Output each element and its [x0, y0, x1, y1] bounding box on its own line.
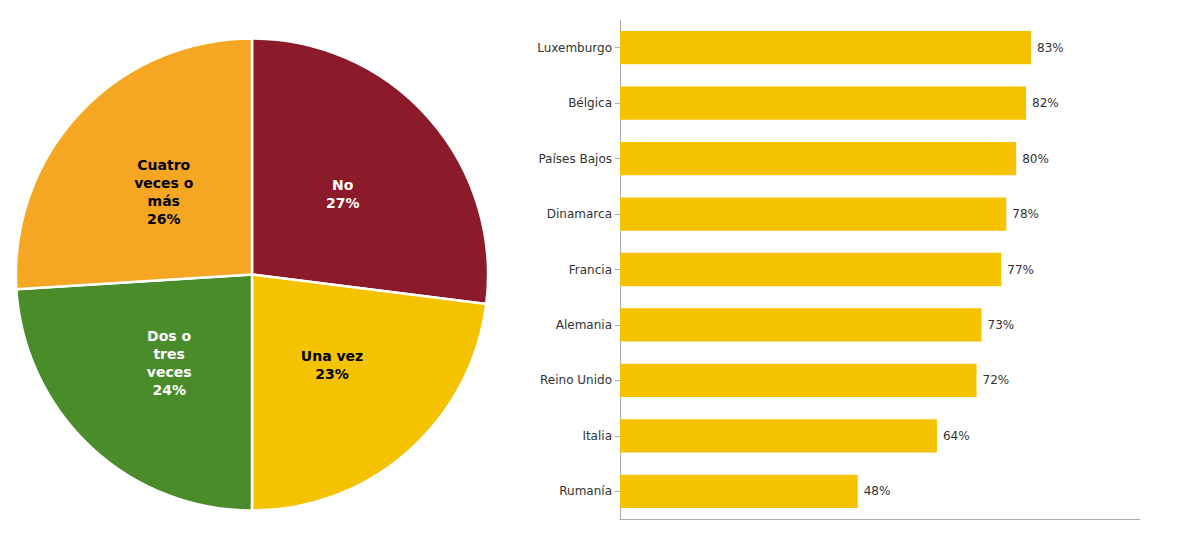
svg-text:Italia: Italia	[582, 429, 612, 443]
svg-text:Alemania: Alemania	[556, 318, 612, 332]
svg-text:Países Bajos: Países Bajos	[538, 152, 612, 166]
svg-text:73%: 73%	[988, 318, 1015, 332]
svg-text:veces: veces	[147, 364, 192, 380]
svg-text:77%: 77%	[1007, 263, 1034, 277]
svg-text:82%: 82%	[1032, 96, 1059, 110]
svg-text:veces o: veces o	[134, 175, 194, 191]
svg-text:78%: 78%	[1012, 207, 1039, 221]
svg-text:tres: tres	[153, 346, 184, 362]
svg-text:83%: 83%	[1037, 41, 1064, 55]
svg-text:23%: 23%	[315, 366, 349, 382]
svg-text:48%: 48%	[864, 484, 891, 498]
svg-text:No: No	[332, 177, 354, 193]
svg-text:64%: 64%	[943, 429, 970, 443]
svg-text:26%: 26%	[147, 211, 181, 227]
svg-text:24%: 24%	[152, 382, 186, 398]
svg-text:72%: 72%	[983, 373, 1010, 387]
svg-text:Una vez: Una vez	[301, 348, 363, 364]
svg-text:Bélgica: Bélgica	[568, 96, 612, 110]
svg-text:Francia: Francia	[569, 263, 612, 277]
svg-text:Dos o: Dos o	[147, 328, 191, 344]
svg-text:Cuatro: Cuatro	[137, 157, 190, 173]
svg-text:80%: 80%	[1022, 152, 1049, 166]
svg-text:más: más	[148, 193, 180, 209]
svg-text:Dinamarca: Dinamarca	[547, 207, 612, 221]
svg-text:Luxemburgo: Luxemburgo	[537, 41, 612, 55]
svg-text:27%: 27%	[326, 195, 360, 211]
svg-text:Rumanía: Rumanía	[559, 484, 612, 498]
svg-text:Reino Unido: Reino Unido	[540, 373, 612, 387]
